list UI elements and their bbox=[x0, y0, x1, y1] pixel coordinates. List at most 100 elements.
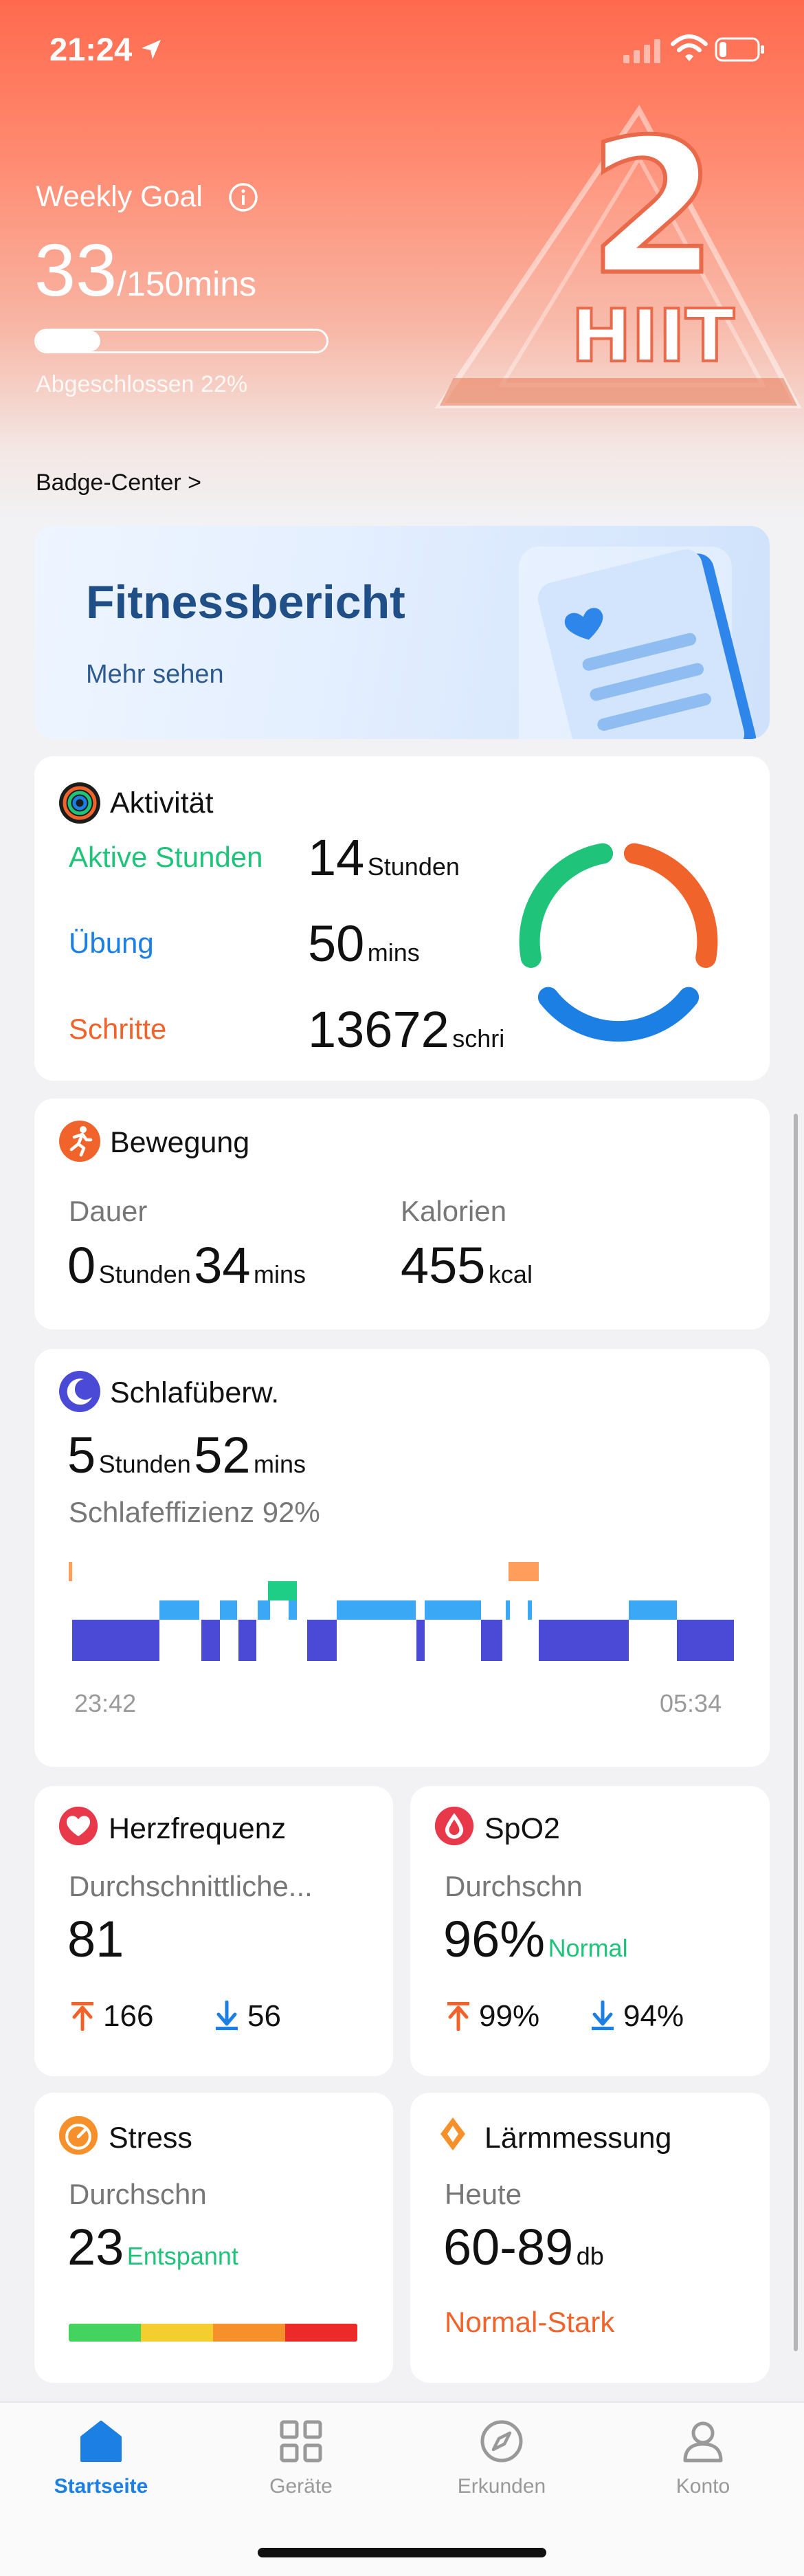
blood-drop-icon bbox=[434, 1806, 474, 1846]
activity-ring-hours-arc bbox=[519, 843, 614, 968]
noise-card[interactable]: Lärmmessung Heute 60-89 db Normal-Stark bbox=[410, 2093, 770, 2383]
stress-card[interactable]: Stress Durchschn 23 Entspannt bbox=[34, 2093, 393, 2383]
noise-diamond-icon bbox=[440, 2117, 465, 2150]
noise-value: 60-89 db bbox=[443, 2219, 604, 2276]
home-icon bbox=[80, 2421, 122, 2462]
sleep-end-time: 05:34 bbox=[660, 1689, 722, 1717]
weekly-goal-value: 33/150mins bbox=[34, 227, 256, 313]
arrow-up-icon bbox=[71, 2002, 93, 2031]
movement-calories-label: Kalorien bbox=[401, 1195, 507, 1227]
sleep-title: Schlafüberw. bbox=[110, 1376, 280, 1409]
heart-rate-card[interactable]: Herzfrequenz Durchschnittliche... 81 166… bbox=[34, 1786, 393, 2076]
stress-level-relaxed bbox=[69, 2324, 141, 2342]
fitness-report-card[interactable]: Fitnessbericht Mehr sehen bbox=[34, 526, 770, 739]
weekly-goal-progress-fill bbox=[36, 331, 100, 351]
sleep-rem-block bbox=[268, 1581, 297, 1600]
hiit-badge-art[interactable]: 2 HIIT bbox=[426, 103, 804, 426]
scrollbar[interactable] bbox=[794, 1114, 798, 2351]
activity-ring-exercise-arc bbox=[537, 987, 700, 1042]
activity-row-label: Aktive Stunden bbox=[69, 841, 263, 873]
activity-card[interactable]: Aktivität Aktive Stunden 14 Stunden Übun… bbox=[34, 756, 770, 1081]
sleep-duration-value: 5 Stunden 52 mins bbox=[67, 1427, 306, 1484]
stress-status: Entspannt bbox=[126, 2242, 238, 2270]
compass-icon bbox=[480, 2420, 523, 2463]
activity-ring-chart bbox=[519, 843, 718, 1042]
activity-row-value: 14 Stunden bbox=[308, 829, 460, 886]
movement-card[interactable]: Bewegung Dauer 0 Stunden 34 mins Kalorie… bbox=[34, 1099, 770, 1330]
arrow-down-icon bbox=[216, 2001, 238, 2030]
movement-duration-label: Dauer bbox=[69, 1195, 148, 1227]
running-person-icon bbox=[59, 1121, 100, 1162]
stress-title: Stress bbox=[109, 2122, 192, 2155]
grid-icon bbox=[280, 2420, 322, 2463]
heart-rate-subtitle: Durchschnittliche... bbox=[69, 1870, 313, 1902]
tab-label: Konto bbox=[675, 2475, 730, 2498]
activity-ring-steps-arc bbox=[623, 843, 718, 968]
tab-konto[interactable]: Konto bbox=[621, 2417, 785, 2513]
heart-rate-title: Herzfrequenz bbox=[109, 1812, 287, 1845]
spo2-card[interactable]: SpO2 Durchschn 96% Normal 99% 94% bbox=[410, 1786, 770, 2076]
heart-rate-min: 56 bbox=[247, 1999, 281, 2033]
stress-level-bar bbox=[69, 2324, 357, 2342]
sleep-card[interactable]: Schlafüberw. 5 Stunden 52 mins Schlafeff… bbox=[34, 1349, 770, 1767]
arrow-down-icon bbox=[592, 2001, 614, 2030]
sleep-light-block bbox=[159, 1600, 199, 1620]
sleep-awake-block bbox=[509, 1562, 539, 1581]
activity-row-value: 50 mins bbox=[308, 915, 420, 972]
hiit-art-number: 2 bbox=[588, 103, 717, 316]
badge-center-link[interactable]: Badge-Center > bbox=[36, 470, 201, 496]
sleep-deep-block bbox=[72, 1620, 159, 1661]
hiit-art-label: HIIT bbox=[571, 294, 735, 378]
hero-background bbox=[0, 0, 804, 522]
info-icon[interactable] bbox=[228, 182, 258, 212]
location-arrow-icon bbox=[142, 40, 161, 59]
sleep-light-block bbox=[629, 1600, 677, 1620]
tab-startseite[interactable]: Startseite bbox=[19, 2417, 183, 2513]
sleep-deep-block bbox=[539, 1620, 629, 1661]
moon-icon bbox=[59, 1371, 100, 1412]
activity-rings-icon bbox=[59, 782, 100, 824]
stress-level-normal bbox=[141, 2324, 213, 2342]
activity-row-label: Übung bbox=[69, 927, 154, 959]
sleep-light-block bbox=[337, 1600, 416, 1620]
spo2-title: SpO2 bbox=[484, 1812, 560, 1845]
status-bar: 21:24 bbox=[0, 0, 804, 103]
gauge-icon bbox=[58, 2115, 98, 2155]
status-time: 21:24 bbox=[49, 31, 133, 67]
tab-label: Erkunden bbox=[457, 2475, 546, 2498]
sleep-deep-block bbox=[481, 1620, 502, 1661]
spo2-min: 94% bbox=[623, 1999, 684, 2033]
spo2-max: 99% bbox=[479, 1999, 540, 2033]
cellular-signal-icon bbox=[623, 39, 660, 63]
tab-erkunden[interactable]: Erkunden bbox=[419, 2417, 584, 2513]
noise-subtitle: Heute bbox=[445, 2178, 522, 2210]
wifi-icon bbox=[671, 34, 708, 61]
weekly-goal-progress-bar bbox=[34, 329, 328, 353]
activity-row-value: 13672 schri bbox=[308, 1001, 505, 1058]
sleep-awake-block bbox=[69, 1562, 72, 1581]
spo2-status: Normal bbox=[548, 1934, 628, 1962]
spo2-value: 96% Normal bbox=[443, 1911, 628, 1968]
sleep-deep-block bbox=[201, 1620, 220, 1661]
spo2-subtitle: Durchschn bbox=[445, 1870, 583, 1902]
tab-geraete[interactable]: Geräte bbox=[219, 2417, 383, 2513]
sleep-deep-block bbox=[677, 1620, 734, 1661]
heart-rate-max: 166 bbox=[103, 1999, 154, 2033]
sleep-efficiency: Schlafeffizienz 92% bbox=[69, 1496, 320, 1528]
home-indicator bbox=[258, 2548, 546, 2557]
battery-icon bbox=[715, 37, 764, 62]
sleep-light-block bbox=[506, 1600, 510, 1620]
arrow-up-icon bbox=[447, 2002, 469, 2031]
fitness-report-more[interactable]: Mehr sehen bbox=[86, 660, 224, 689]
noise-status: Normal-Stark bbox=[445, 2306, 615, 2338]
report-document-icon bbox=[519, 547, 757, 739]
sleep-light-block bbox=[528, 1600, 532, 1620]
stress-subtitle: Durchschn bbox=[69, 2178, 207, 2210]
fitness-report-title: Fitnessbericht bbox=[86, 576, 405, 628]
activity-title: Aktivität bbox=[110, 786, 214, 819]
sleep-light-block bbox=[425, 1600, 481, 1620]
tab-label: Geräte bbox=[269, 2475, 333, 2498]
sleep-light-block bbox=[220, 1600, 237, 1620]
weekly-goal-minutes: 33 bbox=[34, 228, 118, 311]
noise-title: Lärmmessung bbox=[484, 2122, 672, 2155]
